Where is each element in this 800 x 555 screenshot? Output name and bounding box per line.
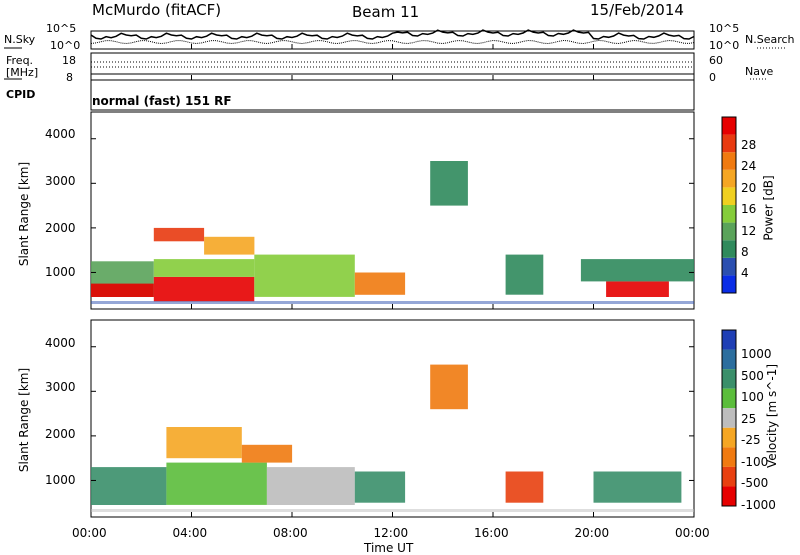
velocity-colorbar-tick: 25 xyxy=(741,411,757,426)
noise-sky-trace xyxy=(90,29,695,40)
power-colorbar-swatch xyxy=(722,275,736,293)
power-colorbar-frame xyxy=(721,116,737,294)
freq-left-tick-bottom: 8 xyxy=(66,71,73,84)
xaxis-label: Time UT xyxy=(364,541,414,555)
velocity-ytick-3000: 3000 xyxy=(45,380,76,394)
power-colorbar-tick: 20 xyxy=(741,180,757,195)
power-region xyxy=(204,236,255,255)
velocity-region xyxy=(430,364,468,410)
noise-left-tick-bottom: 10^0 xyxy=(50,39,81,52)
xtick-label: 16:00 xyxy=(474,526,509,540)
power-region xyxy=(153,227,205,242)
cpid-label: CPID xyxy=(6,88,36,101)
velocity-ytick-4000: 4000 xyxy=(45,336,76,350)
velocity-region xyxy=(91,467,167,505)
velocity-colorbar-swatch xyxy=(722,447,736,467)
xtick-label: 08:00 xyxy=(273,526,308,540)
velocity-region xyxy=(354,471,406,503)
xtick-label: 04:00 xyxy=(172,526,208,540)
velocity-region xyxy=(241,444,293,463)
noise-right-tick-bottom: 10^0 xyxy=(709,39,740,52)
velocity-colorbar-swatch xyxy=(722,349,736,370)
velocity-colorbar-swatch xyxy=(722,369,736,389)
freq-label-line2: [MHz] xyxy=(6,66,39,79)
xtick-label: 00:00 xyxy=(675,526,710,540)
cpid-panel-frame xyxy=(90,79,695,111)
noise-left-label: N.Sky xyxy=(4,33,36,46)
power-colorbar-swatch xyxy=(722,152,736,170)
velocity-colorbar-tick: -1000 xyxy=(741,497,776,512)
noise-search-trace xyxy=(90,39,695,45)
power-region xyxy=(91,283,154,297)
power-colorbar-tick: 28 xyxy=(741,138,757,152)
xtick-label: 12:00 xyxy=(373,526,409,540)
velocity-colorbar-tick: 1000 xyxy=(741,347,772,361)
noise-right-tick-top: 10^5 xyxy=(709,22,740,35)
power-colorbar-tick: 8 xyxy=(741,245,749,259)
power-region xyxy=(505,254,544,295)
velocity-ytick-1000: 1000 xyxy=(45,473,76,487)
velocity-colorbar-tick: -100 xyxy=(741,454,769,469)
power-ytick-2000: 2000 xyxy=(45,221,76,235)
velocity-colorbar-swatch xyxy=(722,408,736,428)
power-colorbar-tick: 12 xyxy=(741,223,757,238)
power-ytick-3000: 3000 xyxy=(45,174,76,188)
power-colorbar-swatch xyxy=(722,117,736,135)
velocity-region xyxy=(505,471,544,503)
velocity-colorbar-tick: 500 xyxy=(741,368,764,383)
power-colorbar-tick: 24 xyxy=(741,159,757,174)
station-title: McMurdo (fitACF) xyxy=(92,1,222,19)
power-colorbar-tick: 4 xyxy=(741,266,749,281)
velocity-colorbar-swatch xyxy=(722,427,736,448)
velocity-region xyxy=(166,462,267,505)
power-colorbar-swatch xyxy=(722,240,736,258)
freq-label-line1: Freq. xyxy=(6,54,34,67)
power-near-range-strip xyxy=(91,301,694,304)
velocity-colorbar-frame xyxy=(721,329,737,507)
velocity-near-range-strip xyxy=(91,509,694,512)
velocity-colorbar-tick: 100 xyxy=(741,390,764,404)
velocity-region xyxy=(593,471,682,503)
power-region xyxy=(153,276,255,302)
power-ytick-4000: 4000 xyxy=(45,127,76,141)
power-colorbar-swatch xyxy=(722,134,736,153)
power-region xyxy=(580,259,694,282)
xtick-label: 20:00 xyxy=(574,526,610,540)
velocity-colorbar-tick: -25 xyxy=(741,433,761,447)
power-colorbar-swatch xyxy=(722,257,736,276)
velocity-region xyxy=(166,427,242,459)
power-colorbar-tick: 16 xyxy=(741,202,757,217)
noise-right-label: N.Search xyxy=(745,33,795,46)
power-region xyxy=(606,281,669,297)
velocity-colorbar-swatch xyxy=(722,486,736,506)
freq-left-tick-top: 18 xyxy=(62,54,76,67)
cpid-text: normal (fast) 151 RF xyxy=(92,94,232,108)
freq-right-tick-top: 60 xyxy=(709,54,723,67)
velocity-ytick-2000: 2000 xyxy=(45,427,76,441)
noise-left-tick-top: 10^5 xyxy=(46,22,77,35)
velocity-colorbar-swatch xyxy=(722,466,736,487)
velocity-region xyxy=(266,467,355,505)
xtick-label: 00:00 xyxy=(72,526,107,540)
power-region xyxy=(254,254,355,297)
power-ytick-1000: 1000 xyxy=(45,265,76,279)
freq-right-tick-bottom: 0 xyxy=(709,71,716,84)
velocity-colorbar-tick: -500 xyxy=(741,476,769,490)
power-colorbar-swatch xyxy=(722,187,736,205)
power-colorbar-swatch xyxy=(722,169,736,188)
power-region xyxy=(354,272,406,295)
power-colorbar-swatch xyxy=(722,222,736,241)
nave-label: Nave xyxy=(745,65,774,78)
velocity-colorbar-swatch xyxy=(722,388,736,409)
beam-title: Beam 11 xyxy=(352,3,420,21)
power-region xyxy=(430,161,468,206)
power-colorbar-swatch xyxy=(722,205,736,223)
date-title: 15/Feb/2014 xyxy=(590,1,684,19)
velocity-colorbar-swatch xyxy=(722,330,736,350)
power-region xyxy=(153,259,255,277)
